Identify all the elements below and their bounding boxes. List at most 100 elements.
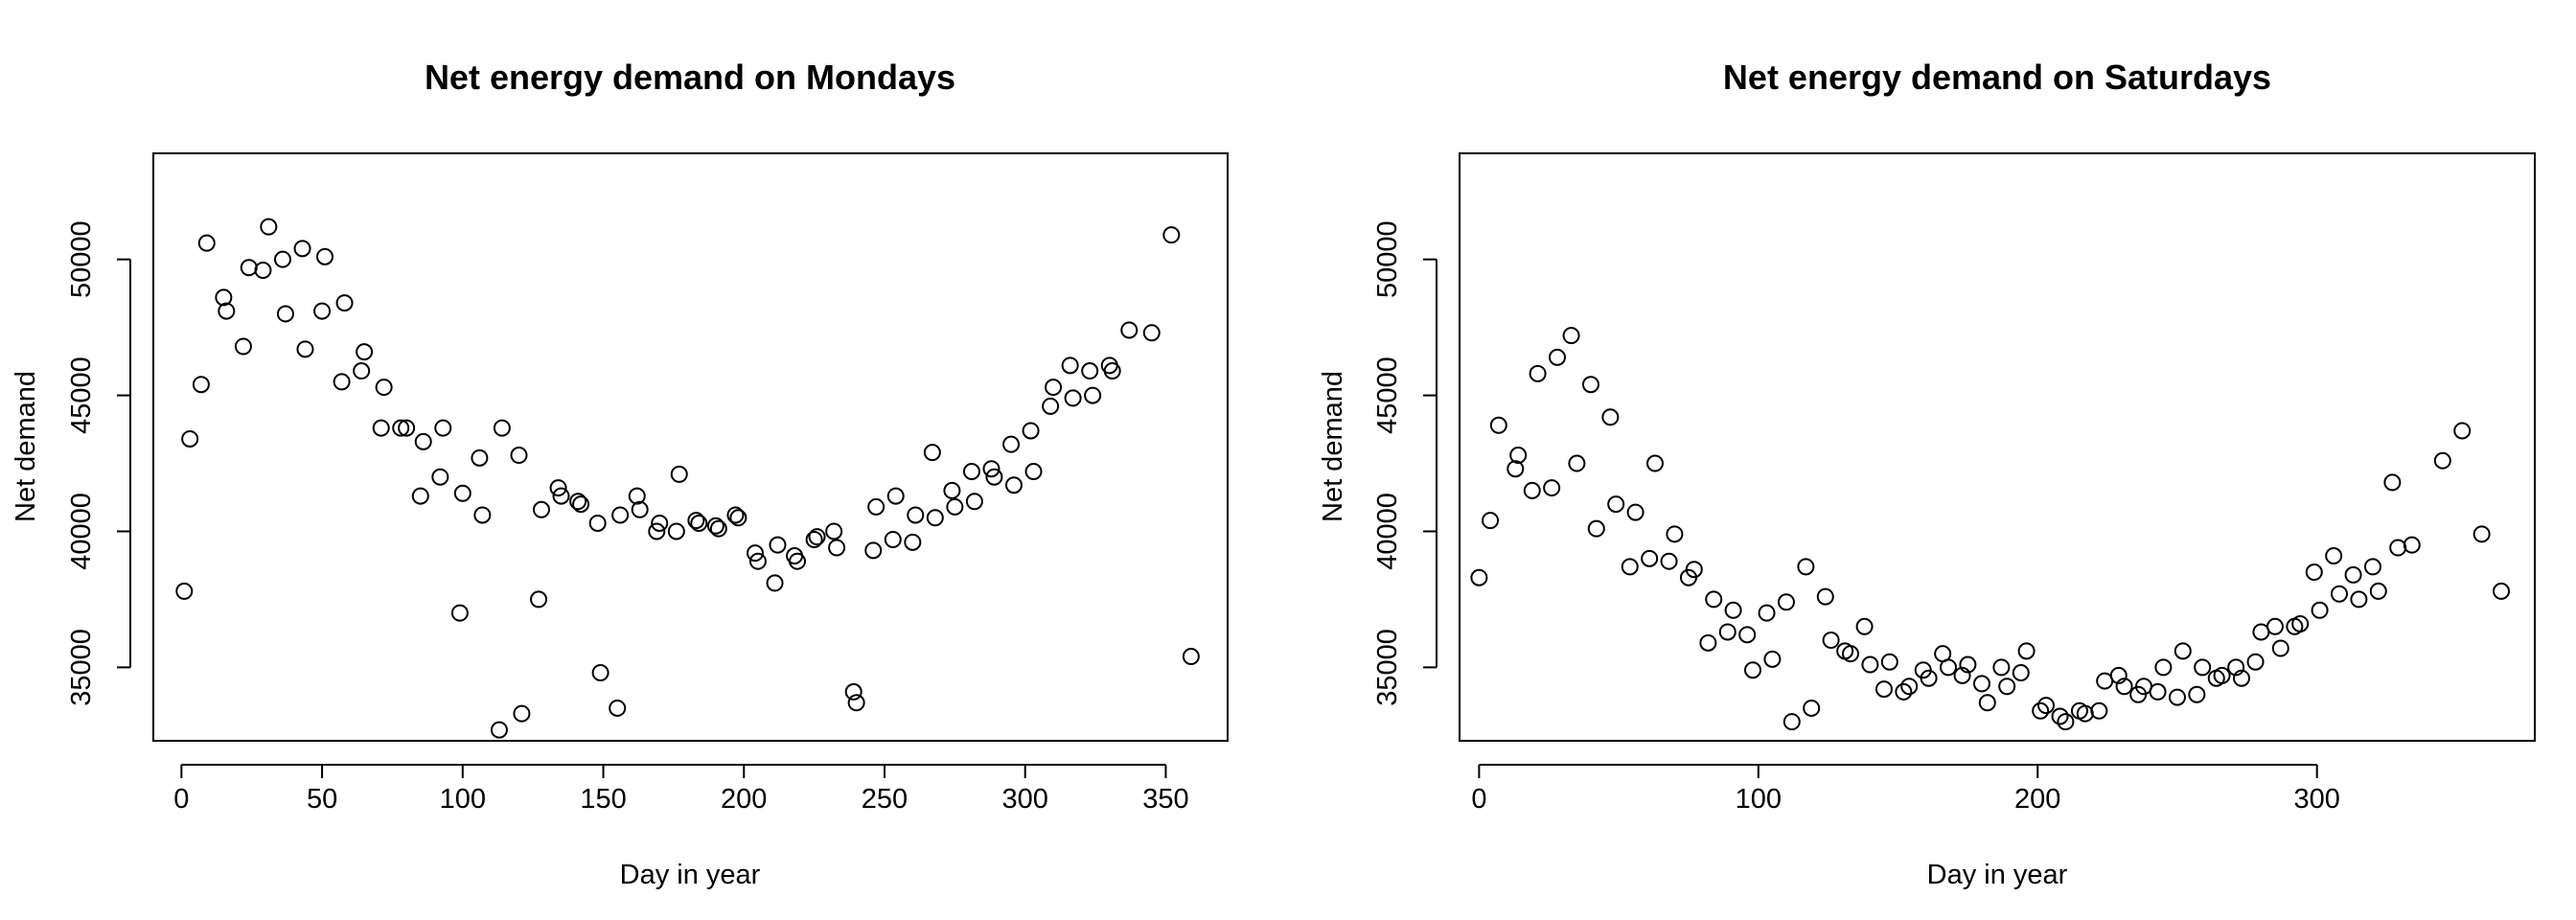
data-point [398, 419, 416, 437]
data-point [1959, 656, 1977, 674]
data-point [1782, 713, 1801, 731]
data-point [411, 487, 429, 505]
data-point [313, 302, 332, 320]
x-tick-label: 200 [721, 784, 767, 815]
data-point [1509, 447, 1528, 465]
data-point [2115, 678, 2133, 696]
data-point [962, 463, 980, 481]
data-point [687, 512, 705, 530]
data-point [1646, 454, 1664, 472]
data-point [867, 497, 886, 516]
x-tick-label: 200 [2014, 784, 2060, 815]
data-point [1182, 648, 1200, 666]
data-point [260, 218, 278, 236]
data-point [1002, 435, 1021, 453]
x-tick-label: 150 [580, 784, 626, 815]
x-axis: 0 50 100 150 200 250 300 350 [173, 764, 1189, 815]
x-axis: 0 100 200 300 [1471, 764, 2340, 815]
data-point [1621, 558, 1639, 576]
data-point [1081, 362, 1099, 380]
data-point [450, 604, 469, 622]
data-point [611, 506, 630, 524]
data-point [2383, 473, 2402, 492]
x-tick-label: 100 [440, 784, 486, 815]
x-axis-label: Day in year [1927, 860, 2068, 890]
data-point [1601, 408, 1620, 426]
data-point [1842, 645, 1859, 663]
data-point [1880, 653, 1898, 671]
data-point [1142, 324, 1161, 342]
y-tick-label: 35000 [66, 629, 97, 706]
data-point [1660, 552, 1678, 570]
data-point [1920, 669, 1938, 687]
data-point [886, 487, 905, 505]
data-point [2453, 422, 2472, 440]
data-point [2012, 664, 2030, 682]
data-point [1895, 682, 1913, 701]
data-point [1998, 678, 2016, 696]
data-point [2194, 658, 2212, 677]
data-point [1562, 327, 1580, 345]
data-point [1822, 631, 1840, 649]
data-point [530, 590, 548, 609]
data-point [316, 247, 334, 265]
y-axis: 35000 40000 45000 50000 [1372, 220, 1438, 706]
data-point [1855, 617, 1874, 635]
data-point [766, 574, 784, 592]
data-point [2325, 547, 2343, 565]
data-point [825, 522, 843, 540]
data-point [2109, 666, 2128, 684]
data-point [1045, 379, 1063, 397]
data-point [276, 305, 294, 323]
data-point [1685, 561, 1703, 579]
data-point [490, 721, 508, 739]
data-point [1022, 422, 1040, 440]
x-tick-label: 300 [1002, 784, 1048, 815]
data-point [2051, 707, 2069, 725]
data-point [1874, 680, 1893, 699]
x-tick-label: 350 [1142, 784, 1188, 815]
y-axis: 35000 40000 45000 50000 [66, 220, 131, 706]
data-point [907, 506, 925, 524]
data-point [2389, 539, 2407, 557]
data-point [965, 493, 983, 511]
data-point [904, 533, 922, 551]
data-point [2174, 642, 2192, 660]
data-point [2271, 639, 2289, 657]
data-point [1543, 479, 1561, 497]
data-point [1084, 386, 1102, 404]
data-point [1953, 666, 1971, 684]
data-point [1666, 525, 1684, 543]
data-point [1042, 397, 1060, 415]
data-point [2311, 601, 2329, 619]
data-point [1568, 454, 1586, 472]
chart-title: Net energy demand on Saturdays [1723, 58, 2271, 97]
data-point [1972, 675, 1990, 693]
data-point [1482, 512, 1500, 530]
x-tick-label: 0 [173, 784, 189, 815]
data-point [926, 509, 944, 527]
data-point [1777, 593, 1795, 611]
data-point [2017, 642, 2036, 660]
y-axis-label: Net demand [11, 371, 41, 522]
data-point [1626, 503, 1644, 521]
data-point [1744, 661, 1761, 679]
data-point [609, 699, 627, 717]
data-point [1506, 460, 1525, 478]
data-point [690, 514, 708, 532]
data-point [296, 340, 314, 358]
data-point [1489, 416, 1507, 434]
data-point [2344, 565, 2362, 584]
data-point [943, 481, 961, 499]
data-point [2188, 685, 2206, 703]
data-point [234, 337, 252, 356]
data-point [2227, 658, 2245, 677]
data-point [353, 362, 371, 380]
data-point [375, 379, 393, 397]
data-point [709, 519, 727, 538]
x-tick-label: 250 [862, 784, 908, 815]
data-point [2090, 702, 2108, 720]
data-point [2057, 713, 2075, 731]
data-point [333, 373, 351, 391]
